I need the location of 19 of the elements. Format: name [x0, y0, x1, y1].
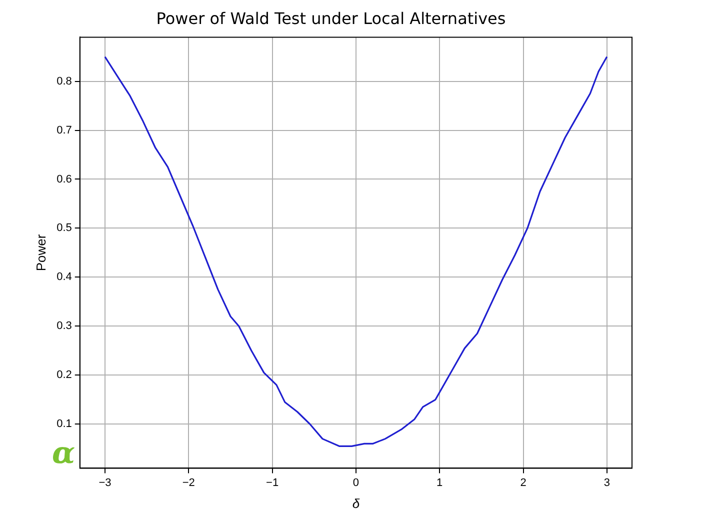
y-tick-label: 0.2: [56, 369, 72, 382]
x-tick-label: 3: [604, 476, 610, 489]
x-tick-label: −1: [266, 476, 279, 489]
x-tick-label: 1: [436, 476, 443, 489]
chart-title: Power of Wald Test under Local Alternatives: [156, 8, 506, 28]
y-tick-label: 0.7: [56, 124, 72, 136]
x-tick-label: −2: [182, 476, 195, 489]
y-axis-title: Power: [33, 234, 48, 272]
y-tick-label: 0.4: [56, 271, 72, 284]
x-tick-label: 2: [520, 476, 526, 489]
y-tick-label: 0.5: [56, 222, 72, 234]
x-axis-title: δ: [352, 496, 360, 511]
y-tick-label: 0.3: [56, 320, 72, 332]
x-tick-label: −3: [98, 476, 112, 489]
y-tick-label: 0.8: [56, 75, 72, 88]
x-tick-label: 0: [352, 476, 360, 489]
y-tick-label: 0.6: [56, 173, 72, 186]
text: α: [52, 436, 76, 471]
y-tick-label: 0.1: [56, 418, 72, 430]
